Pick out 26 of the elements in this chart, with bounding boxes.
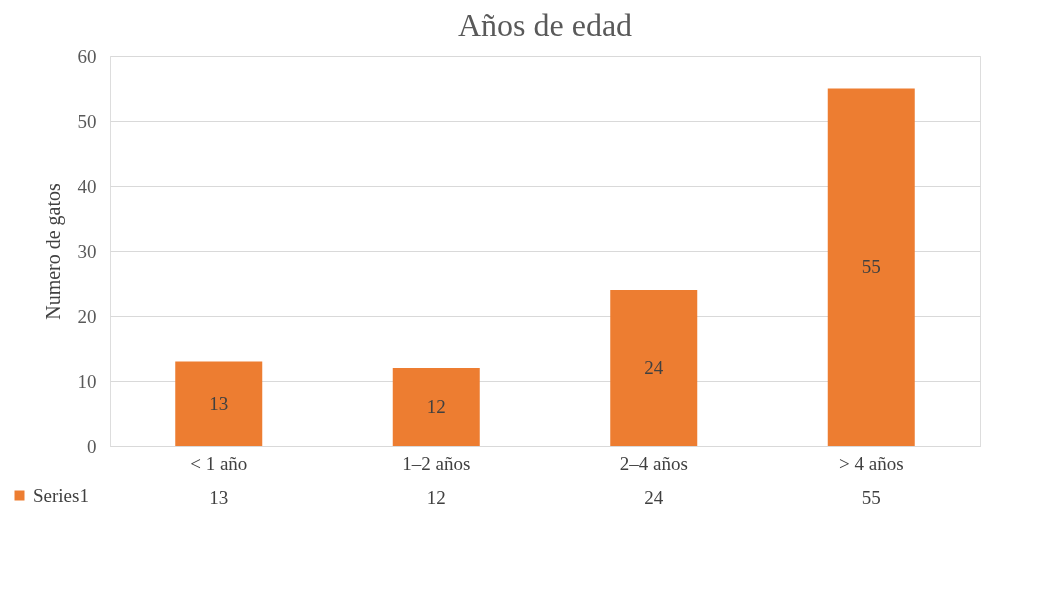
- y-tick-label: 10: [77, 370, 97, 392]
- text: 55: [861, 487, 881, 508]
- text: 12: [426, 487, 446, 508]
- bar: [392, 368, 480, 446]
- y-tick-label: 50: [77, 110, 97, 132]
- text: 13: [209, 487, 229, 508]
- bar: [175, 361, 263, 446]
- bar: [610, 290, 698, 446]
- legend-label: Series1: [33, 484, 89, 506]
- y-axis-title: Numero de gatos: [41, 182, 65, 320]
- y-tick-label: 30: [77, 240, 97, 262]
- bar: [827, 88, 915, 446]
- data-label: 13: [209, 392, 229, 414]
- y-tick-label: 20: [77, 305, 97, 327]
- x-tick-label: 1–2 años: [402, 452, 471, 474]
- data-label: 12: [426, 396, 446, 417]
- x-tick-label: > 4 años: [838, 452, 904, 474]
- x-tick-label: < 1 año: [190, 452, 248, 474]
- chart-title: Años de edad: [457, 7, 633, 43]
- data-label: 55: [861, 256, 881, 278]
- y-tick-label: 40: [77, 175, 97, 197]
- y-tick-label: 60: [77, 45, 97, 67]
- data-label: 24: [644, 357, 664, 378]
- text: 24: [644, 487, 664, 508]
- y-tick-label: 0: [87, 435, 97, 457]
- x-tick-label: 2–4 años: [619, 452, 688, 474]
